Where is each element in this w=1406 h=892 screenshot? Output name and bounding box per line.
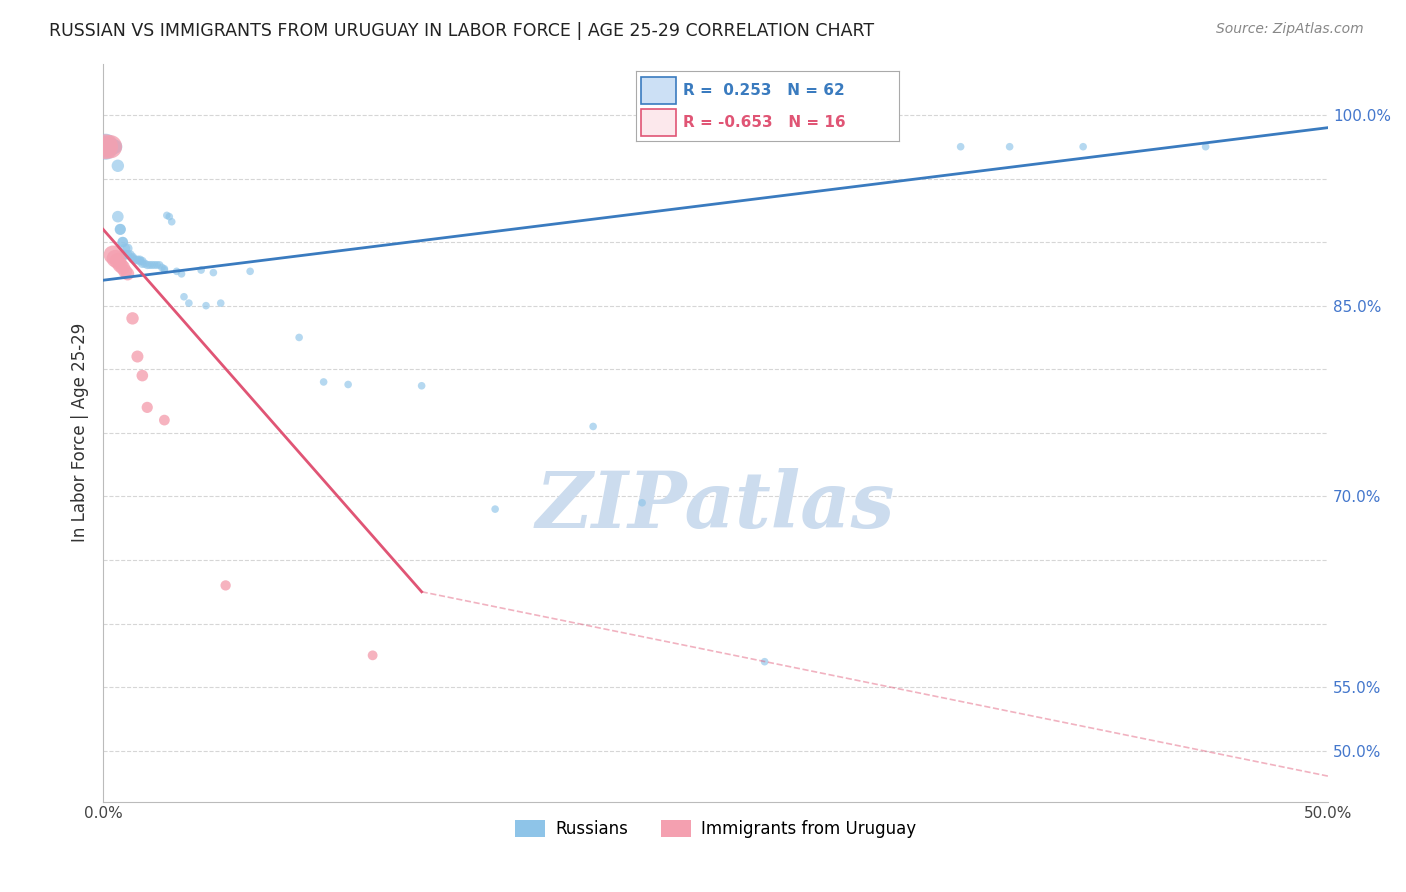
Point: [94, 139, 117, 153]
Point: [190, 263, 212, 277]
Point: [101, 139, 124, 153]
Point: [104, 139, 127, 153]
Point: [195, 299, 218, 313]
Point: [110, 222, 132, 236]
Point: [127, 252, 149, 267]
Point: [128, 252, 150, 267]
Point: [1194, 139, 1216, 153]
Point: [141, 258, 163, 272]
Point: [1071, 139, 1094, 153]
Point: [411, 378, 433, 392]
Text: ZIPatlas: ZIPatlas: [536, 468, 896, 545]
Point: [101, 248, 124, 262]
Point: [361, 648, 384, 663]
Point: [124, 252, 146, 267]
Point: [107, 210, 129, 224]
Point: [214, 578, 236, 592]
Point: [582, 419, 605, 434]
Point: [127, 350, 149, 364]
Point: [117, 242, 139, 256]
Point: [170, 267, 193, 281]
Point: [100, 139, 122, 153]
Point: [131, 368, 153, 383]
Point: [114, 264, 136, 278]
Point: [153, 263, 176, 277]
Point: [312, 375, 335, 389]
Point: [160, 215, 183, 229]
Point: [239, 264, 262, 278]
Point: [121, 252, 143, 266]
Point: [631, 496, 654, 510]
Point: [110, 222, 132, 236]
Point: [150, 260, 173, 275]
Point: [148, 258, 170, 272]
Point: [131, 254, 153, 268]
Point: [153, 261, 176, 276]
Text: Source: ZipAtlas.com: Source: ZipAtlas.com: [1216, 22, 1364, 37]
Point: [177, 296, 200, 310]
Point: [138, 258, 160, 272]
Point: [121, 250, 143, 264]
Point: [157, 210, 180, 224]
Point: [117, 248, 139, 262]
Point: [128, 254, 150, 268]
Point: [114, 242, 136, 256]
Point: [101, 139, 124, 153]
Point: [104, 252, 127, 266]
Point: [146, 258, 169, 272]
Point: [111, 235, 134, 249]
Point: [104, 139, 127, 153]
Point: [173, 290, 195, 304]
Point: [94, 139, 117, 153]
Point: [136, 258, 159, 272]
Point: [156, 208, 179, 222]
Point: [97, 139, 120, 153]
Point: [117, 267, 139, 281]
Point: [209, 296, 232, 310]
Point: [131, 257, 153, 271]
Point: [107, 254, 129, 268]
Point: [94, 139, 117, 153]
Point: [110, 258, 132, 272]
Point: [143, 258, 166, 272]
Point: [136, 401, 159, 415]
Point: [484, 502, 506, 516]
Point: [202, 266, 225, 280]
Point: [121, 311, 143, 326]
Point: [166, 264, 188, 278]
Point: [111, 260, 134, 275]
Point: [111, 235, 134, 249]
Point: [134, 257, 156, 271]
Legend: Russians, Immigrants from Uruguay: Russians, Immigrants from Uruguay: [509, 814, 922, 845]
Point: [288, 330, 311, 344]
Point: [107, 159, 129, 173]
Text: RUSSIAN VS IMMIGRANTS FROM URUGUAY IN LABOR FORCE | AGE 25-29 CORRELATION CHART: RUSSIAN VS IMMIGRANTS FROM URUGUAY IN LA…: [49, 22, 875, 40]
Point: [949, 139, 972, 153]
Point: [754, 655, 776, 669]
Point: [100, 139, 122, 153]
Y-axis label: In Labor Force | Age 25-29: In Labor Force | Age 25-29: [72, 323, 89, 542]
Point: [153, 413, 176, 427]
Point: [337, 377, 360, 392]
Point: [998, 139, 1021, 153]
Point: [100, 139, 122, 153]
Point: [114, 248, 136, 262]
Point: [120, 248, 142, 262]
